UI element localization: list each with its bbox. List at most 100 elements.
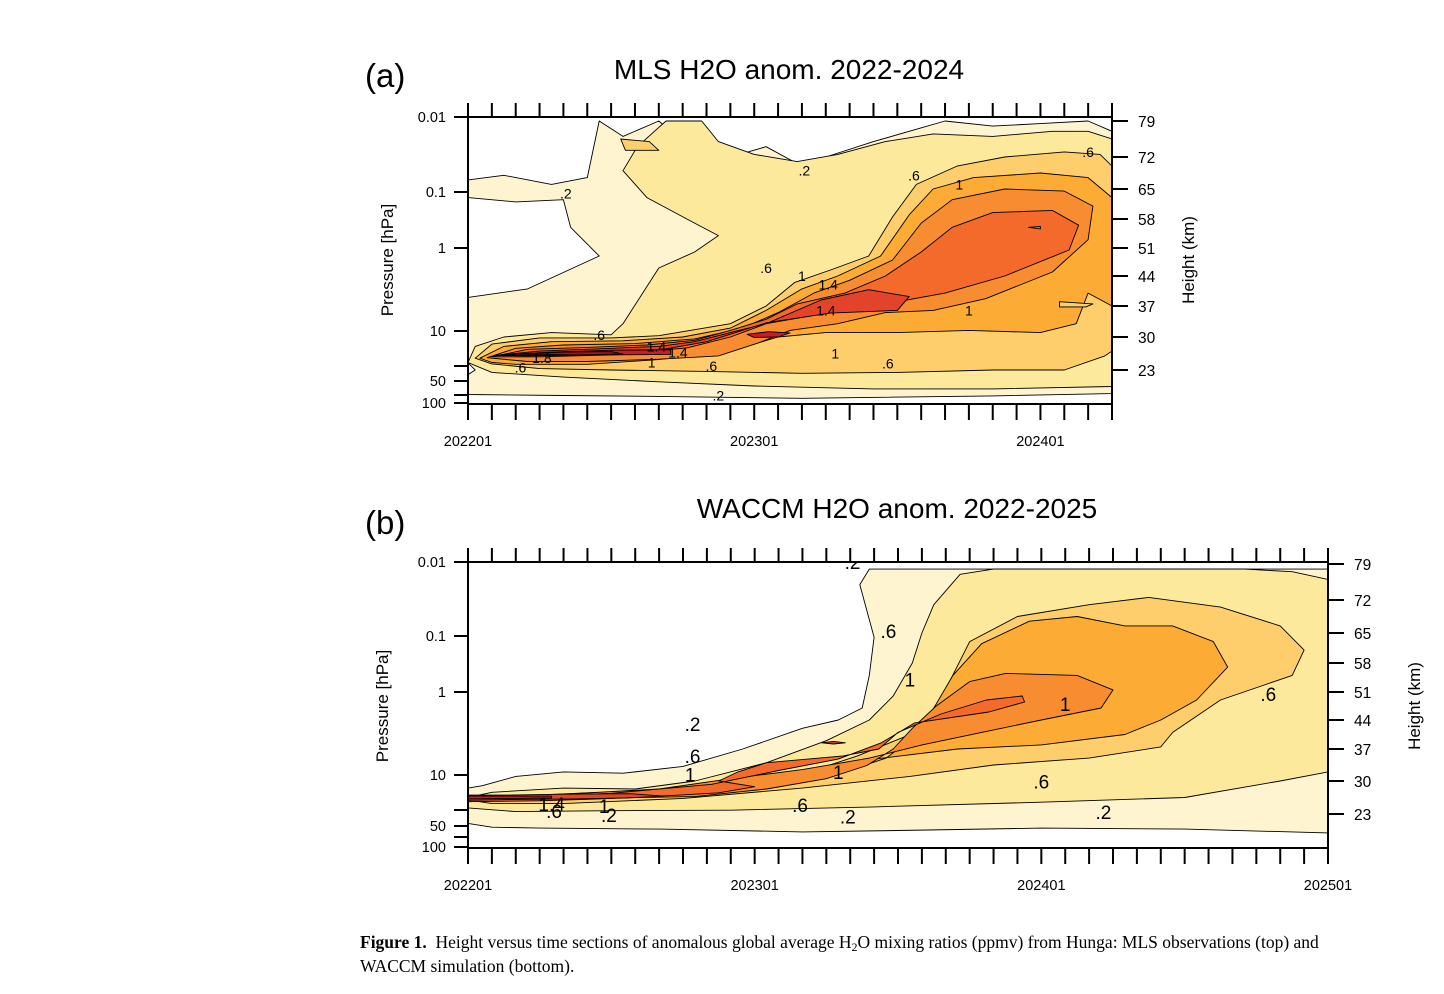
contour-label: 1 <box>831 346 839 362</box>
y2-tick-label: 30 <box>1354 774 1372 791</box>
contour-label: .6 <box>1033 772 1049 793</box>
chart-title: WACCM H2O anom. 2022-2025 <box>697 493 1097 524</box>
y2-tick-label: 58 <box>1138 212 1155 229</box>
contour-band-level-5 <box>1028 226 1041 230</box>
contour-label: 1.4 <box>668 345 688 361</box>
contour-label: .2 <box>845 553 861 574</box>
y-tick-label: 10 <box>430 324 446 340</box>
contour-labels: .2.2.6.61.6 11.41.4 1.61.4 1.41.8.6 11.6.6.2 <box>515 144 1094 404</box>
y2-tick-label: 44 <box>1354 713 1372 730</box>
contour-label: 1 <box>965 302 973 318</box>
axes: 202201 202301 202401 202501 0.01 0.1 1 10 50 100 7… <box>418 548 1372 894</box>
contour-label: .6 <box>685 747 701 768</box>
contour-band-level-3 <box>620 138 660 151</box>
contour-label: .2 <box>840 808 856 829</box>
contour-label: .2 <box>560 185 572 201</box>
contour-label: .6 <box>1082 144 1094 160</box>
contour-band-level-6 <box>468 695 1026 803</box>
contour-band-level-3 <box>1059 301 1094 308</box>
y2-tick-label: 23 <box>1354 807 1371 824</box>
x-tick-label: 202401 <box>1017 878 1065 894</box>
caption-subscript: 2 <box>851 940 858 954</box>
x-tick-label: 202301 <box>730 878 778 894</box>
y2-axis-label: Height (km) <box>1405 662 1424 750</box>
y2-tick-label: 23 <box>1138 363 1155 380</box>
contour-band-level-6 <box>491 209 1080 358</box>
contour-label: .6 <box>760 260 772 276</box>
contour-label: .6 <box>880 622 896 643</box>
contour-label: 1 <box>685 765 696 786</box>
x-tick-label: 202301 <box>730 434 778 450</box>
panel-a: (a) MLS H2O anom. 2022-2024 .2 .2 .6 .6 1 .6 1… <box>365 54 1198 450</box>
y-axis-label: Pressure [hPa] <box>373 650 392 762</box>
x-tick-label: 202501 <box>1304 878 1352 894</box>
y-tick-label: 50 <box>430 819 446 835</box>
contour-labels: .2.611.6.2.61 1.6.6.2.21.4.6 1.2 <box>538 553 1276 829</box>
x-tick-label: 202401 <box>1016 434 1064 450</box>
caption-text-post: O mixing ratios (ppmv) from Hunga: MLS o… <box>360 932 1319 976</box>
contour-label: 1 <box>648 355 656 371</box>
contour-label: .2 <box>685 715 701 736</box>
y2-tick-label: 51 <box>1138 241 1155 258</box>
y2-tick-label: 30 <box>1138 330 1156 347</box>
y-tick-label: 10 <box>430 768 446 784</box>
contour-label: .6 <box>882 355 894 371</box>
y-tick-label: 1 <box>438 685 446 701</box>
contour-band-level-8 <box>468 795 553 800</box>
y-tick-label: 100 <box>422 396 446 412</box>
contour-label: 1 <box>833 763 844 784</box>
contour-label: 1.4 <box>818 277 838 293</box>
contour-band-level-8 <box>746 331 791 338</box>
contour-label: .2 <box>1095 803 1111 824</box>
y-tick-label: 50 <box>430 374 446 390</box>
contour-label: .6 <box>705 358 717 374</box>
y-tick-label: 100 <box>422 840 446 856</box>
contour-label: .2 <box>713 388 725 404</box>
y-tick-label: 0.1 <box>426 629 446 645</box>
contour-label: .6 <box>593 327 605 343</box>
contour-label: 1 <box>905 671 916 692</box>
y2-tick-label: 37 <box>1354 742 1371 759</box>
contour-label: 1 <box>955 176 963 192</box>
y-tick-label: 0.1 <box>426 185 446 201</box>
plot-border <box>467 116 1113 405</box>
contour-label: .2 <box>798 163 810 179</box>
panel-label: (b) <box>365 504 405 541</box>
panel-label: (a) <box>365 57 405 94</box>
y2-tick-label: 72 <box>1138 150 1155 167</box>
y2-tick-label: 37 <box>1138 299 1155 316</box>
y2-tick-label: 72 <box>1354 593 1371 610</box>
contour-label: .6 <box>908 167 920 183</box>
contour-label: 1.4 <box>816 302 836 318</box>
chart-title: MLS H2O anom. 2022-2024 <box>614 54 964 85</box>
contour-label: 1.8 <box>532 350 552 366</box>
contour-band-level-7 <box>821 741 846 745</box>
y2-axis-label: Height (km) <box>1179 216 1198 304</box>
x-tick-label: 202201 <box>444 878 492 894</box>
figure-canvas: (a) MLS H2O anom. 2022-2024 .2.2.6.61.6 1… <box>365 54 1424 894</box>
contour-label: 1.4 <box>538 795 565 816</box>
caption-label: Figure 1. <box>360 932 427 952</box>
contour-label: .6 <box>1260 685 1276 706</box>
y-tick-label: 1 <box>438 241 446 257</box>
contour-label: 1.4 <box>647 338 667 354</box>
contour-fills <box>468 120 1112 399</box>
y2-tick-label: 79 <box>1354 557 1371 574</box>
contour-label: 1 <box>599 797 610 818</box>
contour-band-level-9 <box>520 351 624 356</box>
y2-tick-label: 51 <box>1354 685 1371 702</box>
axes: 202201 202301 202401 0.01 0.1 1 10 50 100 79 72 65 5… <box>418 103 1156 450</box>
contour-label: .6 <box>546 802 562 823</box>
y2-tick-label: 58 <box>1354 656 1371 673</box>
contour-label: 1 <box>1060 695 1071 716</box>
y2-tick-label: 65 <box>1354 626 1371 643</box>
y-tick-label: 0.01 <box>418 555 446 571</box>
panel-b: (b) WACCM H2O anom. 2022-2025 .2.611.6.2… <box>365 493 1424 894</box>
contour-label: .2 <box>601 806 617 827</box>
y2-tick-label: 79 <box>1138 114 1155 131</box>
y2-tick-label: 44 <box>1138 269 1156 286</box>
contour-label: 1 <box>798 268 806 284</box>
y-tick-label: 0.01 <box>418 110 446 126</box>
y-axis-label: Pressure [hPa] <box>378 204 397 316</box>
y2-tick-label: 65 <box>1138 182 1155 199</box>
